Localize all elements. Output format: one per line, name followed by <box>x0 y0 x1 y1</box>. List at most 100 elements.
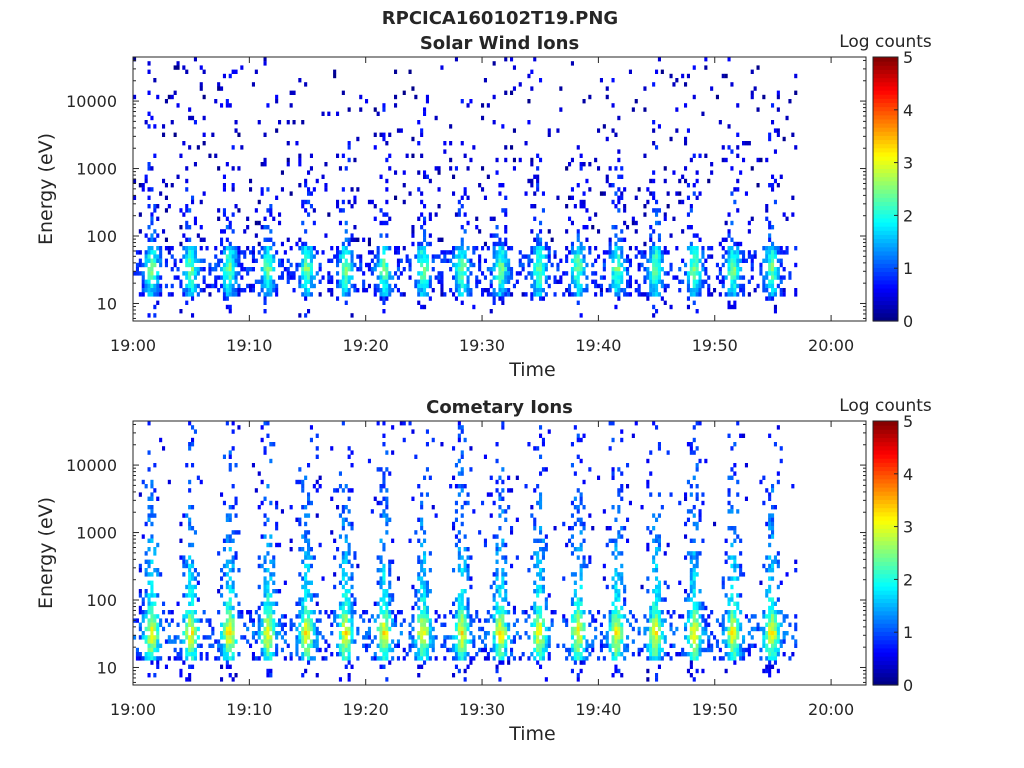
heatmap-cell <box>721 275 725 280</box>
heatmap-cell <box>501 542 505 548</box>
heatmap-cell <box>379 643 383 648</box>
heatmap-cell <box>423 271 427 276</box>
heatmap-cell <box>539 559 543 564</box>
heatmap-cell <box>182 65 186 70</box>
heatmap-cell <box>460 429 464 434</box>
heatmap-cell <box>504 57 508 62</box>
colorbar-swatch <box>873 267 898 273</box>
heatmap-cell <box>773 254 777 259</box>
heatmap-cell <box>373 254 377 259</box>
heatmap-cell <box>312 220 316 226</box>
heatmap-cell <box>205 635 209 640</box>
heatmap-cell <box>652 191 656 196</box>
heatmap-cell <box>498 618 502 623</box>
heatmap-cell <box>257 505 261 510</box>
heatmap-cell <box>530 229 534 234</box>
heatmap-cell <box>457 563 461 569</box>
heatmap-cell <box>768 267 772 272</box>
heatmap-cell <box>730 639 734 644</box>
heatmap-cell <box>153 614 157 619</box>
heatmap-cell <box>138 271 142 276</box>
heatmap-cell <box>185 275 189 280</box>
heatmap-cell <box>576 656 580 661</box>
heatmap-cell <box>443 622 447 627</box>
heatmap-cell <box>643 241 647 247</box>
heatmap-cell <box>655 656 659 661</box>
heatmap-cell <box>330 288 334 293</box>
heatmap-cell <box>379 484 383 489</box>
heatmap-cell <box>765 488 769 493</box>
heatmap-cell <box>423 475 427 480</box>
heatmap-cell <box>394 250 398 255</box>
heatmap-cell <box>208 643 212 648</box>
heatmap-cell <box>344 614 348 619</box>
heatmap-cell <box>135 656 139 661</box>
heatmap-cell <box>214 267 218 272</box>
heatmap-cell <box>710 643 714 648</box>
heatmap-cell <box>188 288 192 293</box>
heatmap-cell <box>768 271 772 276</box>
heatmap-cell <box>483 78 487 83</box>
heatmap-cell <box>225 652 229 657</box>
heatmap-cell <box>301 631 305 636</box>
heatmap-cell <box>539 275 543 280</box>
heatmap-cell <box>454 283 458 289</box>
heatmap-cell <box>318 262 322 268</box>
heatmap-cell <box>191 288 195 293</box>
heatmap-cell <box>286 258 290 263</box>
heatmap-cell <box>512 157 516 163</box>
heatmap-cell <box>730 505 734 510</box>
heatmap-cell <box>309 292 313 297</box>
heatmap-cell <box>417 605 421 611</box>
heatmap-cell <box>649 258 653 263</box>
heatmap-cell <box>376 283 380 289</box>
heatmap-cell <box>272 652 276 657</box>
heatmap-cell <box>153 153 157 158</box>
heatmap-cell <box>350 664 354 669</box>
heatmap-cell <box>689 572 693 577</box>
heatmap-cell <box>251 267 255 272</box>
heatmap-cell <box>254 639 258 644</box>
heatmap-cell <box>309 610 313 615</box>
heatmap-cell <box>472 639 476 644</box>
heatmap-cell <box>318 618 322 623</box>
heatmap-cell <box>191 526 195 531</box>
heatmap-cell <box>460 635 464 640</box>
heatmap-cell <box>260 425 264 430</box>
heatmap-cell <box>301 484 305 489</box>
heatmap-cell <box>208 283 212 289</box>
heatmap-cell <box>620 639 624 644</box>
heatmap-cell <box>675 107 679 112</box>
heatmap-cell <box>539 454 543 459</box>
heatmap-cell <box>211 283 215 289</box>
heatmap-cell <box>452 246 456 251</box>
heatmap-cell <box>544 534 548 539</box>
heatmap-cell <box>208 622 212 627</box>
heatmap-cell <box>341 517 345 522</box>
heatmap-cell <box>150 660 154 665</box>
heatmap-cell <box>304 183 308 188</box>
heatmap-cell <box>530 69 534 74</box>
heatmap-cell <box>298 183 302 188</box>
heatmap-cell <box>457 652 461 657</box>
heatmap-cell <box>689 559 693 564</box>
heatmap-cell <box>420 275 424 280</box>
heatmap-cell <box>188 584 192 590</box>
heatmap-cell <box>689 576 693 581</box>
heatmap-cell <box>385 271 389 276</box>
heatmap-cell <box>771 647 775 653</box>
heatmap-cell <box>695 279 699 284</box>
heatmap-cell <box>730 283 734 289</box>
heatmap-cell <box>562 292 566 297</box>
heatmap-cell <box>257 250 261 255</box>
heatmap-cell <box>655 635 659 640</box>
heatmap-cell <box>211 267 215 272</box>
heatmap-cell <box>701 538 705 543</box>
heatmap-cell <box>191 656 195 661</box>
heatmap-cell <box>536 652 540 657</box>
heatmap-cell <box>614 246 618 251</box>
heatmap-cell <box>646 526 650 531</box>
heatmap-cell <box>544 677 548 682</box>
heatmap-cell <box>222 279 226 284</box>
heatmap-cell <box>765 622 769 627</box>
